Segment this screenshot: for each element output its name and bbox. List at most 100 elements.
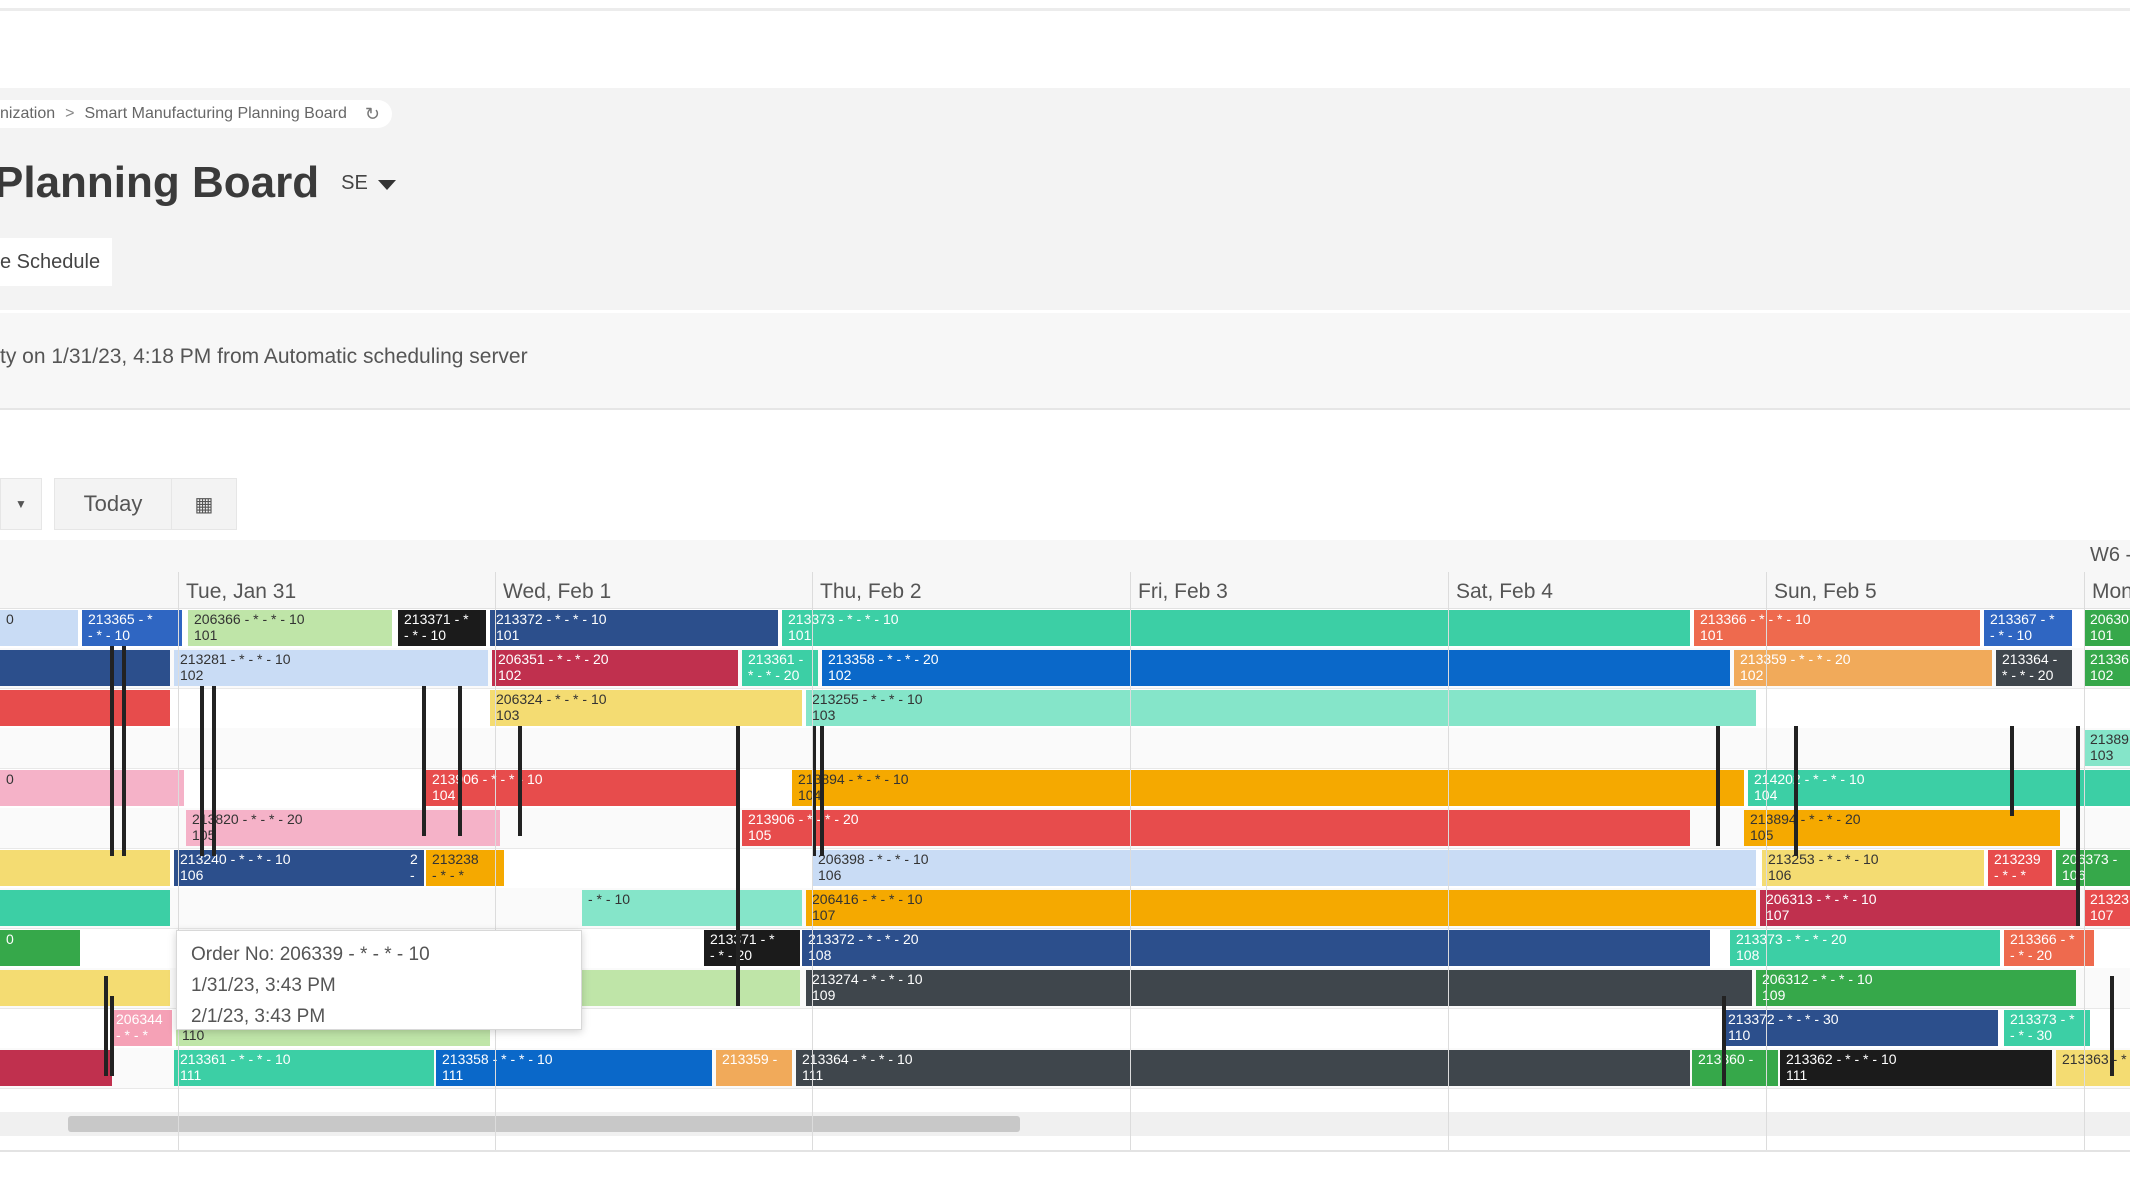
resource-lane: 0 213371 - * - * - 20 213372 - * - * - 20 10… — [0, 928, 2130, 969]
task-bar-order: 206398 - * - * - 10 — [818, 851, 929, 867]
task-bar-resource: 101 — [496, 627, 520, 643]
task-bar[interactable]: 206366 - * - * - 10 101 — [188, 610, 392, 646]
task-bar[interactable]: 213253 - * - * - 10 106 — [1762, 850, 1984, 886]
task-bar-resource: 101 — [788, 627, 812, 643]
dependency-line — [2076, 726, 2080, 926]
schedule-button[interactable]: e Schedule — [0, 238, 113, 286]
task-bar[interactable]: 206312 - * - * - 10 109 — [1756, 970, 2076, 1006]
task-bar[interactable]: 213358 - * - * - 20 102 — [822, 650, 1730, 686]
day-label: Wed, Feb 1 — [503, 580, 612, 603]
breadcrumb-parent[interactable]: nization — [0, 105, 56, 122]
task-bar[interactable]: 213372 - * - * - 10 101 — [490, 610, 778, 646]
task-bar-resource: - * - * — [1994, 867, 2026, 883]
tooltip-order: Order No: 206339 - * - * - 10 — [191, 944, 430, 965]
task-bar[interactable]: 213255 - * - * - 10 103 — [806, 690, 1756, 726]
task-bar[interactable]: 206324 - * - * - 10 103 — [490, 690, 802, 726]
task-bar[interactable]: 213364 - * - * - 20 — [1996, 650, 2072, 686]
view-dropdown-caret[interactable]: ▼ — [0, 478, 42, 530]
task-bar-order: 213238 — [432, 851, 479, 867]
task-bar-order: 206313 - * - * - 10 — [1766, 891, 1877, 907]
task-bar[interactable]: 206344- * - * — [110, 1010, 172, 1046]
calendar-icon[interactable]: ▦ — [172, 478, 237, 530]
task-bar[interactable]: 213363 - * — [2056, 1050, 2130, 1086]
task-bar[interactable]: 213358 - * - * - 10 111 — [436, 1050, 712, 1086]
task-bar[interactable]: 213373 - * - * - 30 — [2004, 1010, 2090, 1046]
task-bar[interactable]: 206416 - * - * - 10 107 — [806, 890, 1756, 926]
task-bar-order: 213906 - * - * - 20 — [748, 811, 859, 827]
task-bar-order: 21336 — [2090, 651, 2129, 667]
dependency-line — [518, 726, 522, 836]
breadcrumb-current[interactable]: Smart Manufacturing Planning Board — [84, 105, 347, 122]
horizontal-scrollbar[interactable] — [0, 1112, 2130, 1136]
task-bar[interactable]: 213359 - * - * - 20 102 — [1734, 650, 1992, 686]
task-bar[interactable] — [0, 690, 170, 726]
task-bar[interactable]: 213362 - * - * - 10 111 — [1780, 1050, 2052, 1086]
task-bar[interactable]: 21336 102 — [2084, 650, 2130, 686]
task-bar[interactable]: 206398 - * - * - 10 106 — [812, 850, 1756, 886]
today-button[interactable]: Today — [54, 478, 172, 530]
task-bar[interactable]: 213366 - * - * - 20 — [2004, 930, 2094, 966]
task-bar[interactable]: 213359 - — [716, 1050, 792, 1086]
task-bar[interactable]: 213361 - * - * - 10 111 — [174, 1050, 434, 1086]
task-bar[interactable] — [0, 850, 170, 886]
task-bar[interactable]: - * - 10 — [582, 890, 802, 926]
task-bar[interactable]: 213365 - * - * - 10 — [82, 610, 182, 646]
task-bar[interactable]: 21389 103 — [2084, 730, 2130, 766]
task-bar[interactable]: 206351 - * - * - 20 102 — [492, 650, 738, 686]
task-bar[interactable]: 213239- * - * — [1988, 850, 2052, 886]
task-bar[interactable] — [0, 970, 170, 1006]
task-bar[interactable] — [0, 890, 170, 926]
task-bar[interactable]: 213906 - * - * - 10 104 — [426, 770, 738, 806]
dependency-line — [2110, 976, 2114, 1076]
day-label: Mon — [2092, 580, 2130, 603]
dependency-line — [110, 996, 114, 1076]
day-label: Fri, Feb 3 — [1138, 580, 1228, 603]
breadcrumb-separator: > — [65, 105, 75, 122]
task-bar[interactable]: 213372 - * - * - 20 108 — [802, 930, 1710, 966]
task-bar[interactable]: 0 — [0, 610, 78, 646]
task-bar-order: 20630 — [2090, 611, 2129, 627]
task-bar-resource: 110 — [182, 1027, 205, 1043]
task-bar[interactable]: 213367 - * - * - 10 — [1984, 610, 2072, 646]
task-bar[interactable]: 20630 101 — [2084, 610, 2130, 646]
task-bar[interactable]: 213906 - * - * - 20 105 — [742, 810, 1690, 846]
task-bar[interactable]: 213360 - — [1692, 1050, 1778, 1086]
refresh-icon[interactable]: ↻ — [364, 103, 380, 124]
tooltip-end: 2/1/23, 3:43 PM — [191, 1006, 326, 1027]
day-divider — [1448, 572, 1449, 1150]
task-bar[interactable]: 213274 - * - * - 10 109 — [806, 970, 1752, 1006]
scheduler-toolbar: ▼ Today ▦ — [0, 478, 237, 530]
task-bar[interactable]: 213373 - * - * - 20 108 — [1730, 930, 2000, 966]
task-bar[interactable] — [0, 650, 170, 686]
task-bar-order: 213253 - * - * - 10 — [1768, 851, 1879, 867]
task-bar-resource: - * - 10 — [404, 627, 447, 643]
task-bar[interactable]: 0 — [0, 770, 184, 806]
task-bar[interactable]: 213366 - * - * - 10 101 — [1694, 610, 1980, 646]
task-bar[interactable]: 21323 107 — [2084, 890, 2130, 926]
chevron-down-icon[interactable] — [377, 180, 396, 190]
task-bar[interactable]: 213238- * - * — [426, 850, 504, 886]
task-bar[interactable]: 213361 - * - * - 20 — [742, 650, 818, 686]
task-bar[interactable]: 0 — [0, 930, 80, 966]
task-bar[interactable]: 206313 - * - * - 10 107 — [1760, 890, 2080, 926]
task-bar[interactable]: 2- — [404, 850, 424, 886]
task-bar[interactable]: 213371 - * - * - 20 — [704, 930, 800, 966]
task-bar[interactable]: 213372 - * - * - 30 110 — [1722, 1010, 1998, 1046]
task-bar[interactable]: 213894 - * - * - 10 104 — [792, 770, 1744, 806]
task-bar[interactable]: 213371 - * - * - 10 — [398, 610, 486, 646]
task-bar[interactable]: 213373 - * - * - 10 101 — [782, 610, 1690, 646]
task-bar-resource: 107 — [2090, 907, 2114, 923]
task-bar[interactable]: 213281 - * - * - 10 102 — [174, 650, 488, 686]
scrollbar-thumb[interactable] — [68, 1116, 1020, 1132]
task-bar[interactable]: 206373 -106 — [2056, 850, 2130, 886]
dependency-line — [212, 686, 216, 856]
title-badge[interactable]: SE — [341, 171, 368, 194]
task-bar-resource: 102 — [498, 667, 522, 683]
task-bar[interactable]: 213240 - * - * - 10 106 — [174, 850, 418, 886]
task-bar-resource: 102 — [180, 667, 204, 683]
task-bar[interactable] — [0, 1050, 112, 1086]
resource-lane: 21389 103 — [0, 728, 2130, 769]
